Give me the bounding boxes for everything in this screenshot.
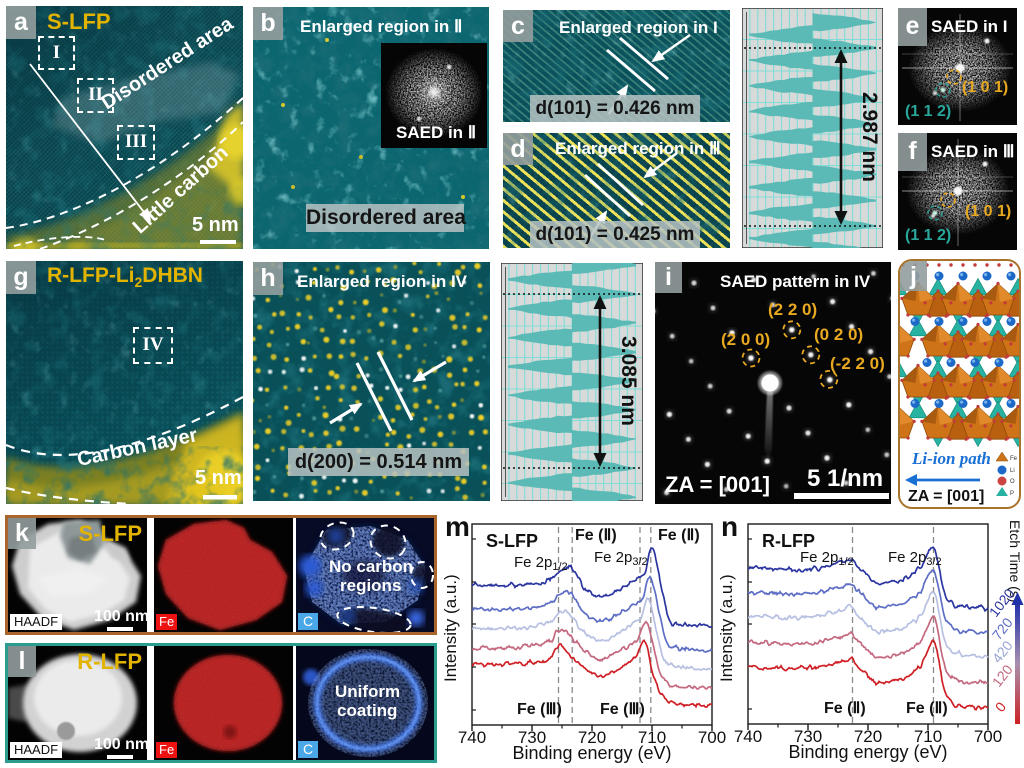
svg-text:P: P xyxy=(1010,491,1014,497)
svg-text:740: 740 xyxy=(734,727,762,746)
svg-text:Fe (Ⅲ): Fe (Ⅲ) xyxy=(600,701,645,718)
svg-text:710: 710 xyxy=(638,728,666,747)
svg-text:Intensity (a.u.): Intensity (a.u.) xyxy=(441,574,460,682)
svg-text:m: m xyxy=(445,512,470,542)
svg-text:740: 740 xyxy=(458,728,486,747)
svg-text:2.987 nm: 2.987 nm xyxy=(858,92,881,182)
svg-text:Etch Time (s): Etch Time (s) xyxy=(1007,520,1023,602)
svg-text:730: 730 xyxy=(794,727,822,746)
svg-text:Fe (Ⅱ): Fe (Ⅱ) xyxy=(824,700,866,717)
svg-text:R-LFP: R-LFP xyxy=(762,531,815,551)
svg-text:710: 710 xyxy=(914,727,942,746)
svg-text:3.085 nm: 3.085 nm xyxy=(617,336,640,426)
svg-text:Fe: Fe xyxy=(1010,456,1018,462)
svg-text:Intensity (a.u.): Intensity (a.u.) xyxy=(720,574,736,682)
svg-text:720: 720 xyxy=(854,727,882,746)
svg-text:700: 700 xyxy=(698,728,726,747)
svg-text:Binding energy (eV): Binding energy (eV) xyxy=(788,742,947,762)
svg-text:Fe (Ⅲ): Fe (Ⅲ) xyxy=(517,701,562,718)
svg-text:Li: Li xyxy=(1010,468,1015,474)
svg-text:700: 700 xyxy=(974,727,1002,746)
svg-text:O: O xyxy=(1010,479,1015,485)
svg-text:S-LFP: S-LFP xyxy=(486,531,538,551)
svg-text:n: n xyxy=(721,512,738,542)
svg-text:Fe (Ⅱ): Fe (Ⅱ) xyxy=(906,700,948,717)
svg-text:Fe (Ⅱ): Fe (Ⅱ) xyxy=(658,527,700,544)
svg-text:Binding energy (eV): Binding energy (eV) xyxy=(512,743,671,763)
svg-text:Fe (Ⅱ): Fe (Ⅱ) xyxy=(575,527,617,544)
svg-text:720: 720 xyxy=(578,728,606,747)
svg-text:0: 0 xyxy=(992,699,1010,715)
svg-text:120: 120 xyxy=(989,661,1016,689)
svg-text:730: 730 xyxy=(518,728,546,747)
